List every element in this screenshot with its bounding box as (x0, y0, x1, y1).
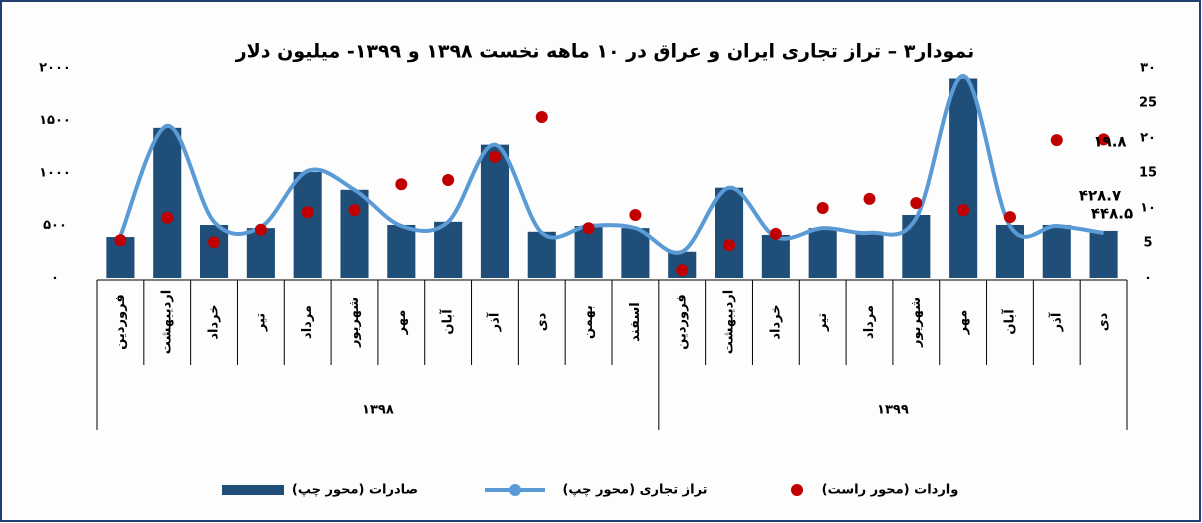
point (769, 227, 782, 240)
group-label: ۱۳۹۹ (877, 403, 909, 418)
point (395, 178, 408, 191)
point (676, 264, 689, 277)
point (161, 211, 174, 224)
x-tick-label: فروردین (113, 294, 128, 349)
y2-tick-label: ۲۰ (1140, 131, 1156, 146)
y-tick-label: ۱۰۰۰ (39, 166, 71, 181)
x-tick-label: اردیبهشت (722, 290, 737, 354)
point (254, 223, 267, 236)
y-tick-label: ۲۰۰۰ (39, 61, 71, 76)
bar (855, 231, 884, 278)
point (582, 222, 595, 235)
legend-label: تراز تجاری (محور چپ) (562, 483, 707, 498)
x-tick-label: دی (534, 312, 549, 331)
bar (995, 224, 1024, 278)
bar (1042, 224, 1071, 278)
x-tick-label: تیر (253, 313, 268, 332)
point (816, 202, 829, 214)
x-tick-label: مرداد (300, 305, 315, 339)
y2-tick-label: 25 (1139, 96, 1157, 111)
bar (527, 231, 556, 278)
bar (574, 226, 603, 278)
point (723, 239, 736, 252)
point (348, 204, 361, 217)
point (1097, 133, 1110, 146)
bar (387, 224, 416, 278)
point (910, 197, 923, 210)
data-label: ۴۲۸.۷ (1079, 187, 1121, 205)
legend-swatch (791, 484, 803, 496)
point (301, 206, 314, 219)
point (1003, 211, 1016, 224)
legend-label: صادرات (محور چپ) (292, 483, 418, 498)
x-tick-label: آبان (439, 309, 456, 335)
group-label: ۱۳۹۸ (362, 403, 394, 418)
bar (200, 224, 229, 278)
point (114, 234, 127, 247)
point (863, 192, 876, 205)
chart-title: نمودار۳ – تراز تجاری ایران و عراق در ۱۰ … (235, 41, 975, 63)
y2-tick-label: 15 (1139, 166, 1157, 181)
bar (715, 187, 744, 278)
y2-tick-label: ۰ (1144, 271, 1152, 286)
y2-tick-label: 5 (1143, 236, 1152, 251)
point (1050, 134, 1063, 147)
bar (761, 234, 790, 278)
y2-tick-label: ۳۰ (1140, 61, 1156, 76)
legend-swatch (509, 484, 521, 496)
bar (902, 215, 931, 278)
x-tick-label: خرداد (768, 304, 783, 339)
x-tick-label: بهمن (581, 305, 596, 339)
bar (808, 228, 837, 278)
point (629, 209, 642, 221)
x-tick-label: دی (1096, 312, 1111, 331)
x-tick-label: اسفند (628, 302, 643, 341)
point (488, 150, 501, 163)
data-label: ۱۹.۸ (1093, 133, 1126, 151)
legend-label: واردات (محور راست) (822, 483, 959, 498)
x-tick-label: مهر (394, 310, 409, 336)
y-tick-label: ۱۵۰۰ (39, 113, 71, 128)
x-tick-label: آذر (485, 312, 502, 332)
x-tick-label: مرداد (862, 305, 877, 339)
data-label: ۴۴۸.۵ (1091, 205, 1133, 223)
x-tick-label: اردیبهشت (160, 290, 175, 354)
bar (1089, 230, 1118, 278)
x-tick-label: فروردین (675, 294, 690, 349)
bar (621, 228, 650, 278)
point (208, 236, 221, 249)
x-tick-label: آذر (1047, 312, 1064, 332)
legend-swatch (222, 485, 284, 495)
x-tick-label: مهر (956, 310, 971, 336)
y2-tick-label: ۱۰ (1140, 201, 1156, 216)
point (442, 174, 455, 186)
x-tick-label: تیر (815, 313, 830, 332)
bar (434, 221, 463, 278)
x-tick-label: شهریور (909, 297, 924, 348)
bar (153, 127, 182, 278)
y-tick-label: ۰ (51, 271, 59, 286)
bar (480, 144, 509, 278)
bar (293, 171, 322, 278)
bar (246, 228, 275, 278)
x-tick-label: آبان (1000, 309, 1017, 335)
line (118, 73, 1104, 255)
point (535, 111, 548, 123)
bar (340, 189, 369, 278)
x-tick-label: شهریور (347, 297, 362, 348)
point (957, 204, 970, 217)
bar (949, 78, 978, 278)
y-tick-label: ۵۰۰ (43, 218, 67, 233)
x-tick-label: خرداد (207, 304, 222, 339)
